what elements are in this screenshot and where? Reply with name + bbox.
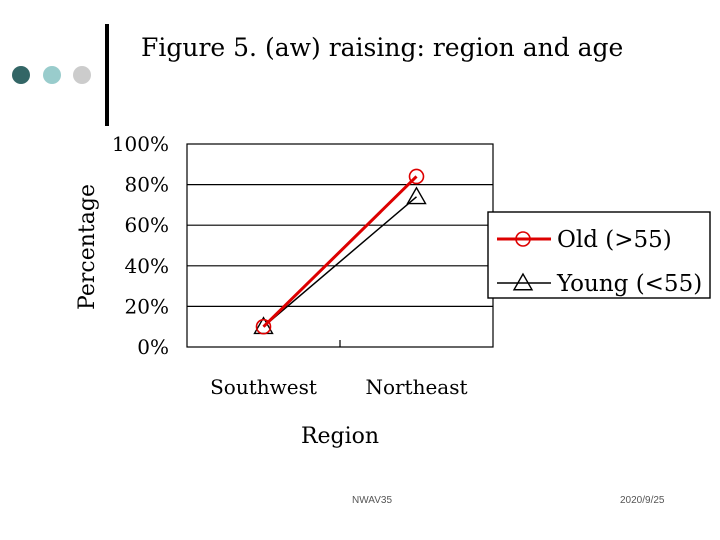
x-tick-labels: Southwest Northeast <box>210 340 468 399</box>
y-tick-label: 60% <box>125 213 169 237</box>
series-line-1 <box>263 196 417 328</box>
bullet-dot-gray <box>73 66 91 84</box>
y-tick-label: 80% <box>125 173 169 197</box>
plot-frame <box>186 143 494 348</box>
y-tick-label: 100% <box>112 132 169 156</box>
series-line-0 <box>262 175 418 328</box>
legend-label: Old (>55) <box>557 227 672 253</box>
footer-date: 2020/9/25 <box>620 495 665 506</box>
y-tick-label: 40% <box>125 254 169 278</box>
bullet-dot-dark <box>12 66 30 84</box>
legend-marker <box>512 272 534 291</box>
legend-label: Young (<55) <box>556 271 702 297</box>
y-tick-label: 20% <box>125 294 169 318</box>
footer-label: NWAV35 <box>352 495 393 506</box>
data-point-marker <box>408 168 425 185</box>
data-point-marker <box>406 186 427 205</box>
y-tick-label: 0% <box>137 335 169 359</box>
x-axis-label: Region <box>301 424 379 449</box>
y-tick-labels: 0% 20% 40% 60% 80% 100% <box>112 132 169 359</box>
slide-title: Figure 5. (aw) raising: region and age <box>141 33 624 62</box>
title-divider <box>105 24 109 126</box>
x-tick-label: Northeast <box>365 375 467 399</box>
y-axis-label: Percentage <box>75 184 100 310</box>
series-layer <box>253 168 427 335</box>
bullet-dot-light <box>43 66 61 84</box>
legend-marker <box>515 231 531 247</box>
legend: Old (>55) Young (<55) <box>487 211 711 299</box>
x-tick-label: Southwest <box>210 375 317 399</box>
data-point-marker <box>255 318 272 335</box>
grid-layer <box>187 184 493 307</box>
